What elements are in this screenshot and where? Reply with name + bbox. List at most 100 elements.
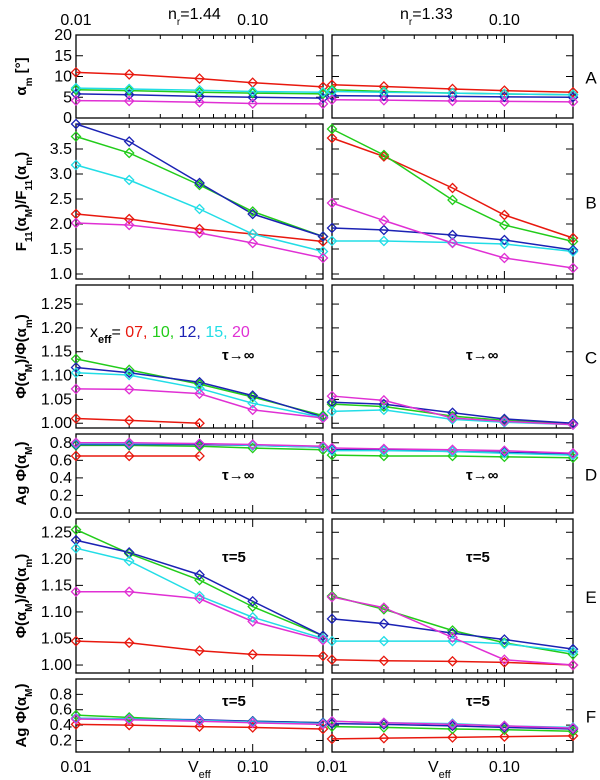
data-point-x15 [194, 590, 205, 602]
data-point-x15 [378, 445, 390, 457]
series-line-x15 [75, 547, 324, 640]
y-axis-label-C: Φ(αM)/Φ(αm) [13, 314, 35, 399]
data-point-x07 [194, 417, 205, 429]
data-point-x12 [326, 90, 338, 102]
data-point-x15 [123, 83, 135, 95]
data-point-x10 [194, 86, 205, 98]
data-point-x20 [498, 445, 510, 457]
series-line-x07 [75, 640, 324, 657]
series-line-x07 [331, 658, 574, 666]
data-point-x07 [498, 209, 510, 221]
y-axis-label-A: αm [°] [13, 57, 35, 95]
top-x-tick-label: 0.10 [489, 12, 520, 29]
data-point-x15 [378, 235, 390, 247]
legend-entry-10: 10, [152, 324, 179, 341]
y-tick-label: 1.15 [41, 344, 72, 361]
data-point-x20 [123, 714, 135, 726]
data-point-x07 [194, 645, 205, 657]
data-point-x10 [498, 414, 510, 426]
panel-annotation: τ=5 [222, 693, 246, 710]
data-point-x07 [123, 213, 135, 225]
data-point-x20 [326, 197, 338, 209]
data-point-x20 [70, 383, 82, 395]
data-point-x12 [498, 634, 510, 645]
data-point-x15 [317, 633, 329, 644]
data-point-x20 [326, 390, 338, 402]
panel-annotation: τ→∞ [222, 467, 255, 484]
data-point-x20 [70, 437, 82, 449]
panel-frame-E-2 [331, 518, 574, 674]
data-point-x15 [70, 542, 82, 554]
data-point-x12 [447, 229, 458, 241]
data-point-x15 [567, 89, 579, 101]
data-point-x07 [567, 730, 579, 742]
data-point-x10 [317, 410, 329, 422]
panel-annotation: τ→∞ [466, 347, 499, 364]
data-point-x20 [247, 717, 259, 729]
data-point-x07 [317, 650, 329, 662]
panel-letter-F: F [586, 708, 596, 727]
y-tick-label: 2.0 [50, 216, 72, 233]
data-point-x12 [378, 718, 390, 730]
data-point-x07 [447, 655, 458, 667]
data-point-x10 [123, 147, 135, 159]
series-line-x15 [75, 164, 324, 253]
series-markers [70, 66, 579, 745]
data-point-x12 [123, 136, 135, 147]
data-point-x07 [498, 731, 510, 743]
data-point-x10 [326, 590, 338, 602]
data-point-x20 [447, 632, 458, 643]
data-point-x10 [326, 398, 338, 410]
data-point-x10 [70, 131, 82, 142]
series-line-x20 [331, 202, 574, 269]
data-point-x07 [194, 223, 205, 235]
bottom-x-tick-label: 0.10 [237, 759, 268, 776]
series-line-x10 [331, 403, 574, 425]
data-point-x10 [70, 84, 82, 96]
panel-annotation: τ=5 [222, 549, 246, 566]
data-point-x20 [317, 634, 329, 646]
series-line-x07 [331, 735, 574, 740]
data-point-x20 [378, 717, 390, 729]
data-point-x20 [123, 437, 135, 449]
data-point-x12 [317, 92, 329, 104]
data-point-x10 [123, 364, 135, 376]
data-point-x10 [317, 88, 329, 100]
data-point-x07 [447, 731, 458, 743]
data-point-x12 [247, 91, 259, 103]
data-point-x10 [247, 601, 259, 613]
data-point-x12 [326, 613, 338, 625]
data-point-x10 [194, 179, 205, 191]
data-point-x20 [70, 217, 82, 229]
data-point-x15 [378, 635, 390, 647]
panel-annotation: τ=5 [466, 693, 490, 710]
data-point-x07 [123, 719, 135, 731]
series-line-x20 [76, 442, 324, 448]
data-point-x12 [70, 118, 82, 130]
data-point-x10 [123, 712, 135, 723]
y-tick-label: 20 [54, 27, 72, 44]
series-line-x12 [75, 366, 324, 418]
panel-annotation: τ→∞ [466, 467, 499, 484]
data-point-x15 [70, 82, 82, 94]
data-point-x07 [378, 151, 390, 162]
series-line-x10 [75, 528, 324, 637]
data-point-x15 [567, 449, 579, 461]
data-point-x07 [378, 732, 390, 744]
panel-annotation: τ→∞ [222, 347, 255, 364]
data-point-x20 [317, 718, 329, 730]
data-point-x20 [498, 654, 510, 666]
panel-letter-A: A [585, 69, 597, 88]
data-point-x12 [194, 569, 205, 581]
data-point-x15 [326, 405, 338, 417]
data-point-x07 [247, 648, 259, 660]
series-line-x10 [331, 128, 574, 243]
y-tick-label: 0.6 [50, 702, 72, 719]
data-point-x20 [567, 262, 579, 274]
data-point-x15 [317, 246, 329, 257]
data-point-x15 [498, 416, 510, 428]
data-point-x20 [247, 404, 259, 416]
data-point-x12 [447, 407, 458, 419]
y-tick-label: 0.0 [50, 505, 72, 522]
data-point-x12 [317, 630, 329, 642]
